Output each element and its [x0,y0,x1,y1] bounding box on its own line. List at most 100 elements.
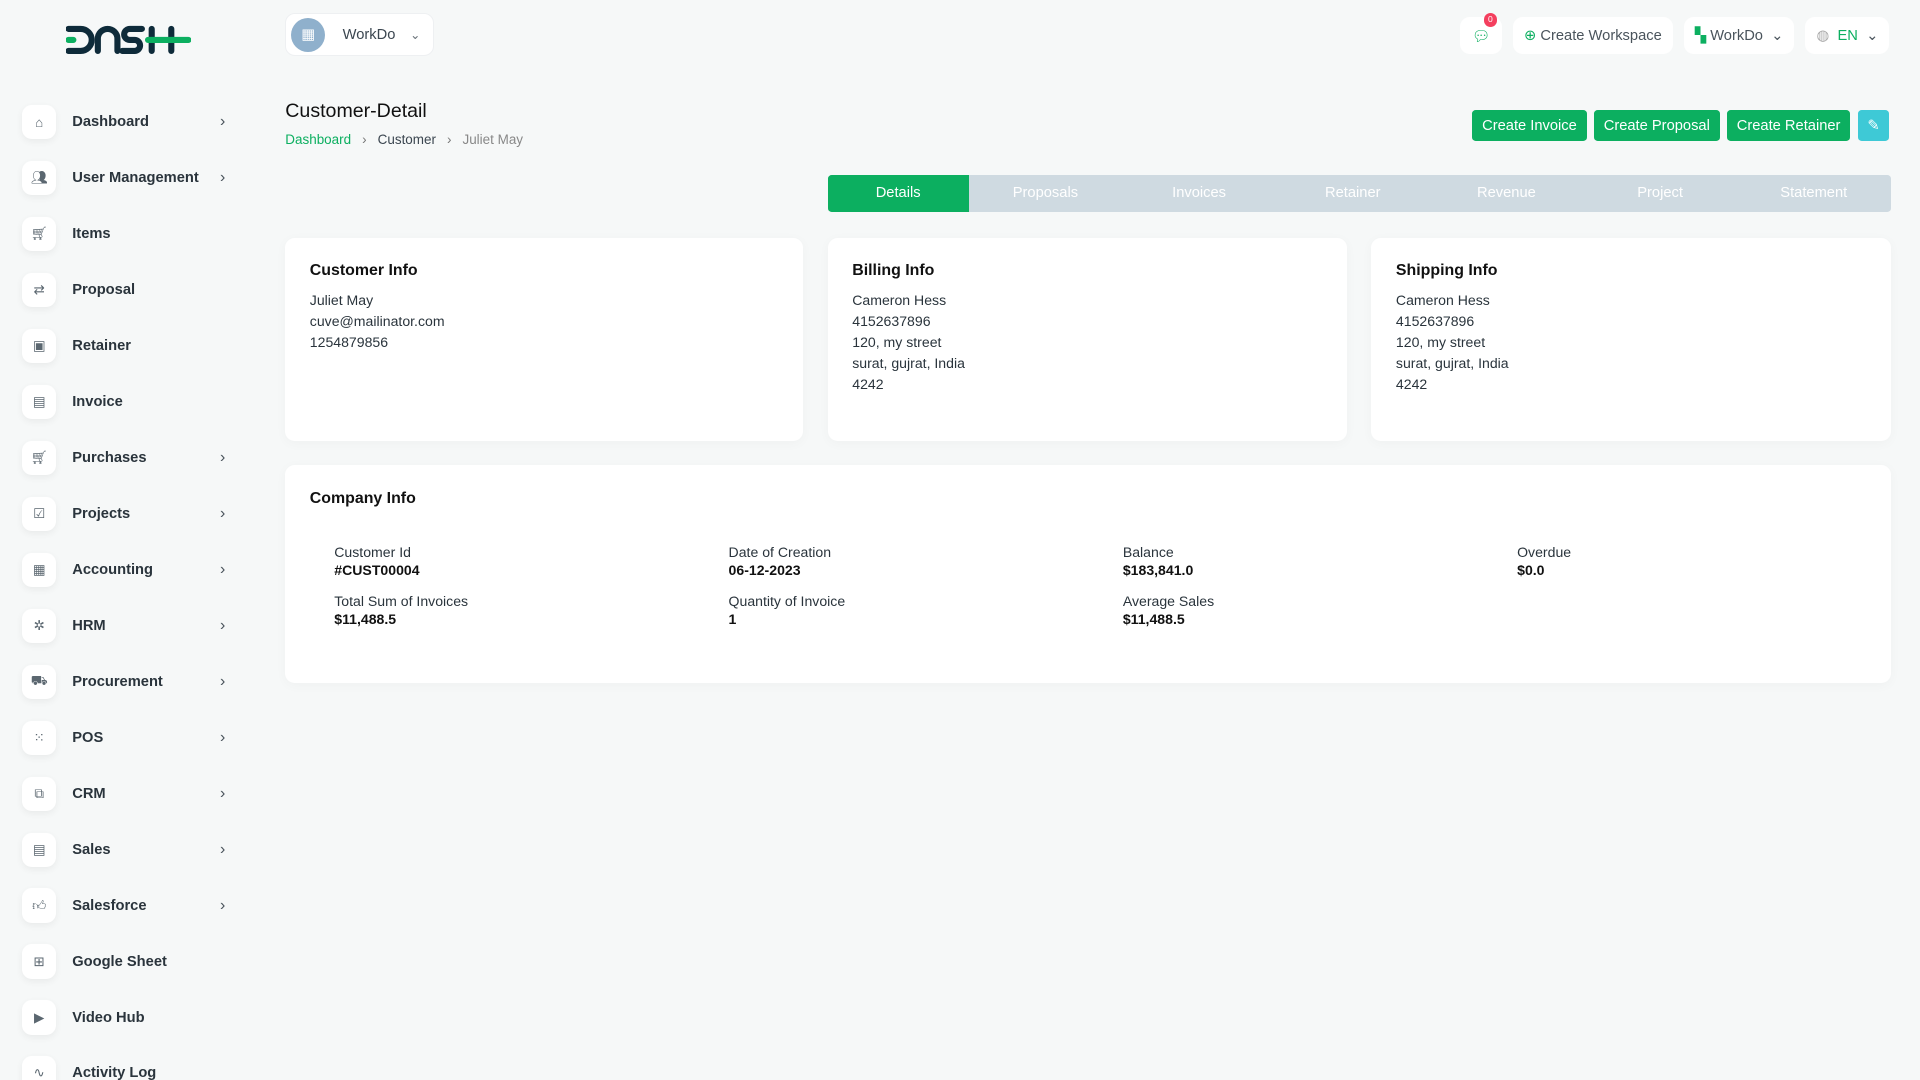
chevron-right-icon: › [446,132,452,148]
tabs: Details Proposals Invoices Retainer Revenue P… [827,175,1891,212]
info-line: Cameron Hess [852,291,947,308]
company-info-card: Company Info Customer Id #CUST00004 Date of… [285,465,1891,684]
sidebar-item[interactable]: ⧉ CRM › [22,766,242,822]
sidebar-item[interactable]: ▦ Accounting › [22,542,242,598]
field-value: $0.0 [1517,562,1545,579]
tab-invoices[interactable]: Invoices [1172,185,1227,202]
tab-proposals[interactable]: Proposals [1012,185,1079,202]
sidebar-item[interactable]: ⌂ Dashboard › [22,94,242,150]
tab-statement[interactable]: Statement [1780,185,1848,202]
chevron-down-icon: ⌄ [1866,28,1879,44]
info-line: 120, my street [852,333,942,350]
company-field: Date of Creation 06-12-2023 [729,544,1123,578]
grid-icon: ▦ [22,552,57,588]
sidebar-item-label: Activity Log [72,1065,157,1080]
sidebar-item[interactable]: ▣ Retainer [22,318,242,374]
invoice-icon: ▤ [22,384,57,420]
top-bar-actions: 💬︎ 0 ⊕ Create Workspace ▚ WorkDo ⌄ ◍ EN ⌄ [1460,13,1890,54]
messages-button[interactable]: 💬︎ 0 [1460,13,1502,54]
chevron-right-icon: › [219,560,226,578]
thumbs-up-icon: 👍︎ [22,888,57,923]
sidebar-item-label: Procurement [72,673,163,690]
tab-details[interactable]: Details [827,175,969,212]
sidebar-item[interactable]: 🛒︎ Items [22,206,242,262]
sidebar-item[interactable]: ▤ Sales › [22,822,242,878]
info-line: 120, my street [1395,333,1486,350]
card-title: Billing Info [852,262,935,280]
company-field: Quantity of Invoice 1 [729,593,1123,627]
workspace-switch[interactable]: ▚ WorkDo ⌄ [1683,17,1795,54]
company-field: Total Sum of Invoices $11,488.5 [334,593,728,627]
language-selector[interactable]: ◍ EN ⌄ [1805,17,1890,54]
shipping-info-card: Shipping Info Cameron Hess 4152637896 120, … [1371,237,1891,441]
field-value: $11,488.5 [334,611,397,628]
sidebar-item[interactable]: 👥︎ User Management › [22,150,242,206]
breadcrumb-customer[interactable]: Customer [377,132,436,148]
sidebar-item[interactable]: ▤ Invoice [22,374,242,430]
chevron-right-icon: › [219,728,226,746]
sidebar-item[interactable]: ∿ Activity Log [22,1045,242,1080]
chevron-right-icon: › [219,169,226,187]
info-line: 4152637896 [1395,312,1475,329]
field-value: 06-12-2023 [728,562,801,579]
sidebar-item-label: Items [72,226,111,243]
breadcrumb-dashboard[interactable]: Dashboard [285,132,352,148]
sidebar-item[interactable]: 🛒︎ Purchases › [22,430,242,486]
sidebar-item-label: Invoice [72,394,123,411]
chevron-right-icon: › [219,672,226,690]
edit-button[interactable]: ✎ [1857,110,1890,141]
sidebar-item[interactable]: ⇄ Proposal [22,262,242,318]
company-field: Balance $183,841.0 [1123,544,1517,578]
create-retainer-button[interactable]: Create Retainer [1726,110,1851,141]
sidebar-item-label: User Management [72,170,199,187]
sidebar-item[interactable]: ⛟ Procurement › [22,654,242,710]
billing-info-card: Billing Info Cameron Hess 4152637896 120, m… [827,237,1347,441]
info-line: 4242 [852,376,884,393]
card-title: Shipping Info [1395,262,1498,280]
plus-circle-icon: ⊕ [1523,28,1537,44]
sidebar-item-label: POS [72,729,104,746]
file-icon: ▤ [22,832,57,867]
retainer-icon: ▣ [22,328,57,364]
chevron-right-icon: › [219,896,226,914]
card-title: Company Info [309,489,416,507]
chevron-right-icon: › [362,132,367,148]
chevron-right-icon: › [219,840,226,858]
field-value: $183,841.0 [1122,562,1194,579]
dots-grid-icon: ⁙ [22,720,57,755]
workspace-switch-label: WorkDo [1710,27,1763,44]
create-workspace-button[interactable]: ⊕ Create Workspace [1512,17,1673,54]
field-value: #CUST00004 [334,562,420,579]
sidebar-item[interactable]: ⊞ Google Sheet [22,934,242,990]
breadcrumb: Dashboard › Customer › Juliet May [285,132,523,147]
sidebar-item-label: Retainer [72,338,131,355]
tab-retainer[interactable]: Retainer [1324,185,1381,202]
create-proposal-button[interactable]: Create Proposal [1593,110,1720,141]
sidebar-item[interactable]: 👍︎ Salesforce › [22,878,242,934]
sidebar-item[interactable]: ☑ Projects › [22,486,242,542]
hrm-icon: ✲ [22,608,57,643]
card-title: Customer Info [309,262,418,280]
sidebar-item-label: HRM [72,617,106,634]
sidebar-item-label: Purchases [72,449,147,466]
create-invoice-button[interactable]: Create Invoice [1472,110,1587,141]
create-workspace-label: Create Workspace [1540,27,1662,44]
sidebar-item[interactable]: ✲ HRM › [22,598,242,654]
info-line: Cameron Hess [1395,291,1490,308]
cart-icon: 🛒︎ [22,217,57,252]
info-line: surat, gujrat, India [852,355,965,371]
globe-icon: ◍ [1816,28,1830,44]
info-line: cuve@mailinator.com [309,312,445,329]
procurement-icon: ⛟ [22,664,57,699]
sidebar-item-label: Accounting [72,561,153,578]
tab-project[interactable]: Project [1637,185,1683,202]
tab-revenue[interactable]: Revenue [1477,185,1536,202]
table-icon: ⊞ [22,944,57,979]
field-label: Quantity of Invoice [728,592,846,609]
sidebar-item[interactable]: ⁙ POS › [22,710,242,766]
sidebar-item[interactable]: ▶ Video Hub [22,990,242,1046]
info-line: 1254879856 [309,333,389,350]
proposal-icon: ⇄ [22,272,57,308]
chevron-right-icon: › [219,504,226,522]
workspace-selector[interactable]: ▦ WorkDo ⌄ [285,13,434,57]
